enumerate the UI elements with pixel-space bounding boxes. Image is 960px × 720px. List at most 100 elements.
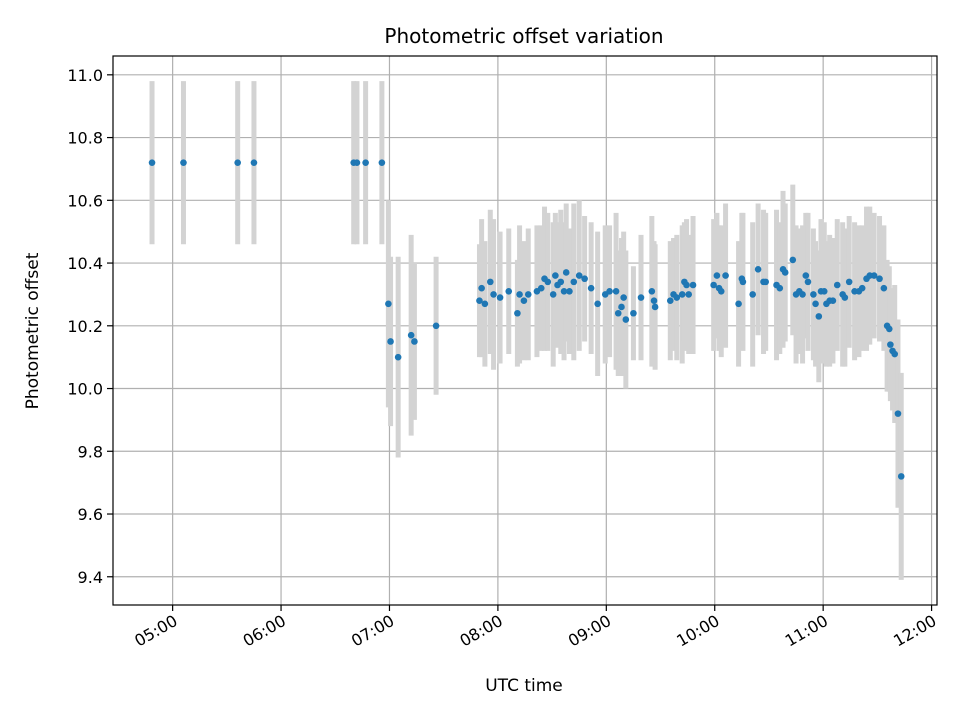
y-tick-label: 10.0 xyxy=(67,380,103,399)
data-point xyxy=(739,278,747,286)
data-point xyxy=(353,159,361,166)
data-point xyxy=(622,316,630,323)
data-point xyxy=(549,291,557,298)
data-point xyxy=(812,300,819,308)
data-point xyxy=(520,297,528,304)
data-point xyxy=(735,300,742,308)
data-point xyxy=(544,278,552,286)
data-point xyxy=(481,300,489,308)
data-point xyxy=(524,291,532,298)
data-point xyxy=(560,287,568,295)
data-point xyxy=(722,272,729,279)
y-axis-ticks: 9.4 9.6 9.8 10.0 10.2 10.4 10.6 10.8 11.0 xyxy=(67,66,113,587)
data-point xyxy=(802,272,810,279)
data-point xyxy=(717,287,725,295)
data-point xyxy=(614,309,622,317)
data-point xyxy=(637,294,645,301)
data-point xyxy=(575,272,583,279)
data-point xyxy=(876,275,883,283)
data-point xyxy=(587,284,595,292)
data-point xyxy=(411,338,418,345)
y-tick-label: 10.2 xyxy=(67,317,103,336)
data-point xyxy=(673,294,681,301)
data-point xyxy=(810,291,817,298)
y-tick-label: 10.6 xyxy=(67,191,103,210)
y-tick-label: 9.6 xyxy=(78,505,103,524)
data-point xyxy=(829,297,837,304)
data-point xyxy=(666,297,674,304)
data-point xyxy=(841,294,849,301)
data-point xyxy=(385,300,392,308)
data-point xyxy=(148,159,156,166)
data-point xyxy=(781,269,789,276)
data-point xyxy=(891,350,899,358)
data-points xyxy=(148,159,905,480)
data-point xyxy=(581,275,588,283)
data-point xyxy=(880,284,888,292)
data-point xyxy=(487,278,494,286)
data-point xyxy=(378,159,386,166)
data-point xyxy=(870,272,878,279)
data-point xyxy=(496,294,504,301)
data-point xyxy=(432,322,440,330)
data-point xyxy=(612,287,620,295)
data-point xyxy=(180,159,187,166)
data-point xyxy=(683,281,690,289)
y-tick-label: 9.8 xyxy=(78,442,103,461)
data-point xyxy=(887,341,894,348)
x-tick-label: 09:00 xyxy=(565,611,614,651)
data-point xyxy=(815,313,823,320)
x-tick-label: 11:00 xyxy=(782,611,831,651)
data-point xyxy=(620,294,627,301)
x-tick-label: 06:00 xyxy=(240,611,289,651)
data-point xyxy=(749,291,756,298)
data-point xyxy=(407,331,415,339)
data-point xyxy=(885,325,893,333)
data-point xyxy=(776,284,784,292)
y-tick-label: 10.8 xyxy=(67,129,103,148)
data-point xyxy=(799,291,806,298)
data-point xyxy=(570,278,578,286)
data-point xyxy=(557,278,565,286)
data-point xyxy=(250,159,258,166)
y-tick-label: 10.4 xyxy=(67,254,103,273)
data-point xyxy=(762,278,769,286)
x-tick-label: 12:00 xyxy=(890,611,939,651)
data-point xyxy=(630,309,637,317)
y-axis-label: Photometric offset xyxy=(23,252,43,409)
y-tick-label: 11.0 xyxy=(67,66,103,85)
data-point xyxy=(710,281,717,289)
data-point xyxy=(685,291,693,298)
x-tick-label: 07:00 xyxy=(348,611,397,651)
data-point xyxy=(505,287,513,295)
x-tick-label: 05:00 xyxy=(131,611,180,651)
y-tick-label: 9.4 xyxy=(78,568,103,587)
x-axis-label: UTC time xyxy=(485,676,563,696)
data-point xyxy=(594,300,601,308)
data-point xyxy=(514,309,521,317)
data-point xyxy=(845,278,853,286)
data-point xyxy=(820,287,828,295)
data-point xyxy=(678,291,686,298)
data-point xyxy=(606,287,613,295)
data-point xyxy=(894,410,902,417)
data-point xyxy=(552,272,559,279)
data-point xyxy=(897,473,905,480)
data-point xyxy=(478,284,485,292)
x-tick-label: 08:00 xyxy=(456,611,505,651)
data-point xyxy=(490,291,497,298)
data-point xyxy=(754,266,762,273)
data-point xyxy=(804,278,812,286)
error-bars xyxy=(149,81,904,580)
x-tick-label: 10:00 xyxy=(673,611,722,651)
data-point xyxy=(618,303,625,311)
data-point xyxy=(362,159,369,166)
data-point xyxy=(651,303,659,311)
data-point xyxy=(713,272,721,279)
data-point xyxy=(516,291,523,298)
data-point xyxy=(648,287,656,295)
data-point xyxy=(476,297,483,304)
data-point xyxy=(537,284,545,292)
data-point xyxy=(689,281,697,289)
